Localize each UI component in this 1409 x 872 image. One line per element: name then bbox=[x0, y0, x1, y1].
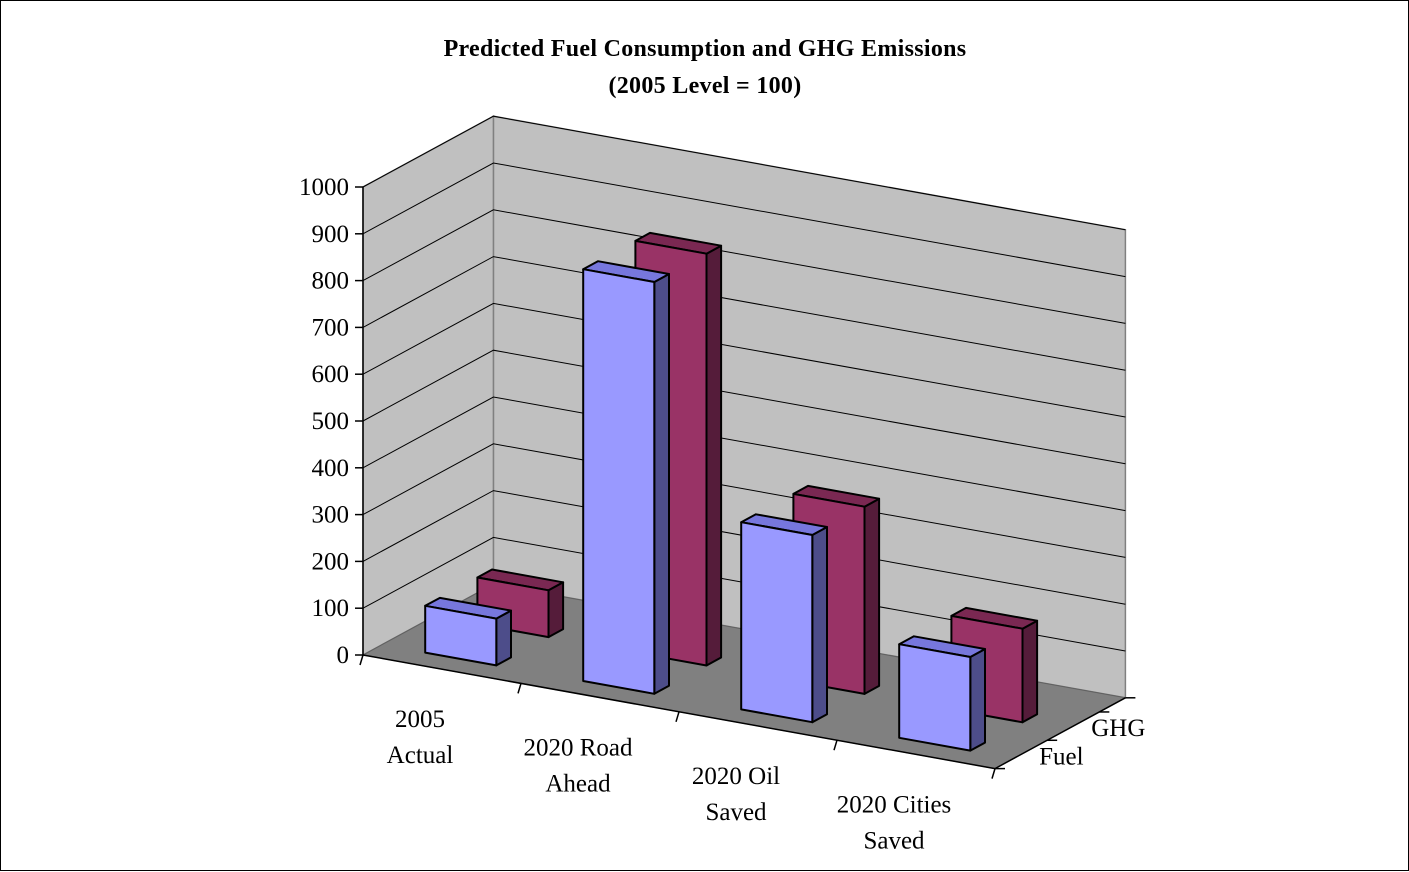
x-category-line: Saved bbox=[863, 827, 925, 854]
chart-subtitle: (2005 Level = 100) bbox=[608, 73, 801, 99]
bar-front bbox=[740, 521, 814, 724]
bar-side bbox=[1021, 619, 1039, 724]
bar-front bbox=[424, 604, 498, 667]
gridlines bbox=[362, 115, 1126, 652]
x-tick-mark bbox=[359, 654, 364, 666]
y-tick-label: 300 bbox=[312, 502, 350, 529]
x-tick-mark bbox=[517, 683, 522, 694]
y-tick-label: 800 bbox=[312, 268, 350, 295]
x-category-label: 2020 Cities Saved bbox=[837, 791, 952, 854]
series-label-ghg: GHG bbox=[1091, 715, 1145, 742]
bar-front bbox=[898, 643, 972, 752]
x-category-line: 2020 Road bbox=[523, 735, 633, 762]
x-category-line: 2020 Oil bbox=[692, 763, 780, 790]
bar-fuel-1 bbox=[424, 596, 512, 667]
y-tick-label: 200 bbox=[312, 548, 350, 575]
gridline bbox=[362, 443, 1126, 558]
y-tick-label: 600 bbox=[312, 361, 350, 388]
x-category-line: Ahead bbox=[545, 771, 611, 798]
x-category-line: 2020 Cities bbox=[837, 791, 952, 818]
bar-side bbox=[969, 648, 986, 752]
series-axis: Fuel GHG bbox=[994, 697, 1145, 770]
x-category-line: Saved bbox=[705, 799, 767, 826]
bar-fuel-3 bbox=[740, 513, 828, 724]
x-tick-mark bbox=[991, 768, 996, 779]
y-tick-label: 900 bbox=[312, 221, 350, 248]
y-tick-label: 700 bbox=[312, 314, 350, 341]
bar-side bbox=[705, 244, 723, 667]
x-category-label: 2020 Oil Saved bbox=[692, 763, 780, 826]
bar-side bbox=[863, 497, 881, 695]
gridline bbox=[362, 302, 1126, 418]
y-tick-label: 500 bbox=[312, 408, 350, 435]
y-axis: 0 100 200 300 400 500 600 700 800 900 1000 bbox=[299, 174, 364, 669]
gridline bbox=[362, 536, 1126, 652]
x-tick-mark bbox=[675, 711, 680, 723]
gridline bbox=[362, 490, 1126, 605]
y-tick-label: 100 bbox=[312, 595, 350, 622]
y-tick-label: 1000 bbox=[299, 174, 349, 201]
x-tick-mark bbox=[833, 739, 838, 751]
bars bbox=[424, 231, 1039, 752]
bar-front bbox=[582, 268, 656, 695]
x-category-label: 2005 Actual bbox=[387, 706, 454, 769]
gridline bbox=[362, 396, 1126, 512]
x-category-label: 2020 Road Ahead bbox=[523, 735, 633, 798]
x-category-line: Actual bbox=[387, 742, 454, 769]
bar-side bbox=[495, 609, 512, 667]
gridline bbox=[362, 349, 1126, 465]
y-tick-label: 400 bbox=[312, 455, 350, 482]
series-label-fuel: Fuel bbox=[1039, 743, 1084, 770]
gridline bbox=[362, 115, 1126, 231]
bar-side bbox=[653, 273, 670, 695]
bar-side bbox=[811, 526, 828, 724]
gridline bbox=[362, 162, 1126, 278]
x-category-line: 2005 bbox=[395, 706, 445, 733]
gridline bbox=[362, 256, 1126, 371]
chart-title: Predicted Fuel Consumption and GHG Emiss… bbox=[444, 36, 967, 62]
z-axis-line bbox=[994, 697, 1126, 770]
y-tick-label: 0 bbox=[337, 642, 350, 669]
bar-side bbox=[547, 581, 565, 639]
bar-fuel-2 bbox=[582, 260, 670, 695]
bar-fuel-4 bbox=[898, 635, 986, 752]
gridline bbox=[362, 209, 1126, 324]
